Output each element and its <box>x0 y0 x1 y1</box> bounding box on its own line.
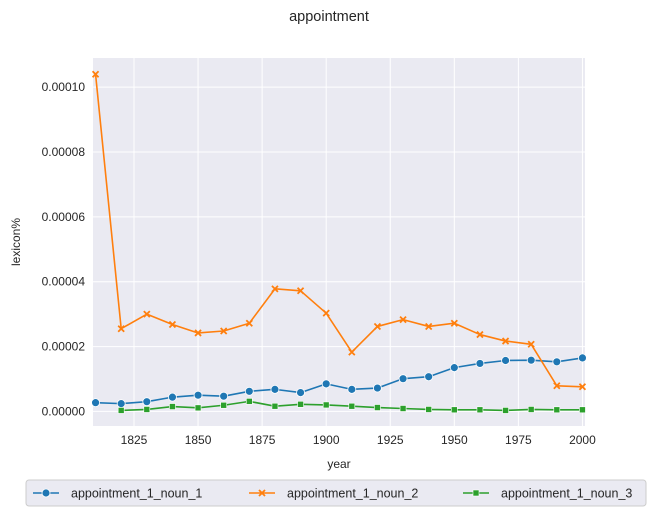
data-point <box>194 329 202 337</box>
y-tick-label: 0.00010 <box>42 80 86 94</box>
y-tick-label: 0.00008 <box>42 145 86 159</box>
legend-label: appointment_1_noun_3 <box>501 487 632 501</box>
legend-frame <box>25 479 647 507</box>
data-point <box>220 327 228 335</box>
series-2 <box>91 70 587 391</box>
data-point <box>373 383 382 393</box>
data-point <box>220 401 227 409</box>
data-point <box>475 359 485 368</box>
data-point <box>296 287 305 295</box>
x-tick-label: 1900 <box>313 433 340 447</box>
data-point <box>270 384 280 394</box>
x-tick-label: 2000 <box>569 433 596 447</box>
x-tick-label: 1975 <box>505 433 532 447</box>
data-point <box>451 406 458 414</box>
data-point <box>322 309 330 317</box>
data-point <box>245 319 253 327</box>
series-1 <box>91 353 587 409</box>
data-point <box>578 353 587 363</box>
data-point <box>271 285 279 293</box>
y-tick-label: 0.00002 <box>42 340 86 354</box>
data-point <box>168 392 177 402</box>
data-point <box>502 407 509 414</box>
data-point <box>347 384 357 394</box>
data-point <box>526 355 536 365</box>
data-point <box>219 391 229 401</box>
data-point <box>321 379 331 389</box>
legend-item-2: appointment_1_noun_2 <box>249 487 418 501</box>
grid-lines <box>93 58 585 426</box>
data-point <box>143 406 151 413</box>
legend-marker <box>41 488 51 498</box>
data-point <box>399 405 407 412</box>
data-point <box>578 383 587 391</box>
y-axis-label: lexicon% <box>9 218 23 266</box>
legend-marker <box>472 489 480 497</box>
data-point <box>143 310 151 318</box>
plot-area <box>93 58 585 426</box>
legend-label: appointment_1_noun_1 <box>71 487 202 501</box>
data-point <box>398 374 408 384</box>
data-point <box>193 390 203 400</box>
series-3 <box>117 398 586 414</box>
legend-label: appointment_1_noun_2 <box>287 487 418 501</box>
y-tick-label: 0.00006 <box>42 210 86 224</box>
data-point <box>244 386 254 396</box>
data-point <box>348 402 356 410</box>
legend-item-1: appointment_1_noun_1 <box>33 487 202 501</box>
data-point <box>501 337 510 345</box>
data-point <box>117 325 125 333</box>
y-tick-labels: 0.00000 0.00002 0.00004 0.00006 0.00008 0.000… <box>42 80 86 418</box>
data-point <box>296 388 305 398</box>
data-point <box>142 397 152 407</box>
data-point <box>399 316 407 324</box>
x-tick-label: 1850 <box>185 433 212 447</box>
x-axis-label: year <box>327 457 350 471</box>
y-tick-label: 0.00004 <box>42 275 86 289</box>
data-point <box>91 70 100 78</box>
series-layer <box>91 70 587 414</box>
data-point <box>117 407 125 414</box>
x-tick-label: 1825 <box>121 433 148 447</box>
data-point <box>450 319 458 327</box>
data-point <box>271 402 279 410</box>
data-point <box>527 406 535 413</box>
data-point <box>348 348 356 356</box>
data-point <box>373 322 382 331</box>
data-point <box>424 372 434 382</box>
data-point <box>194 404 202 412</box>
data-point <box>116 399 126 409</box>
data-point <box>553 382 561 390</box>
data-point <box>449 363 459 373</box>
data-point <box>425 322 433 331</box>
data-point <box>552 357 562 367</box>
x-tick-label: 1875 <box>249 433 276 447</box>
data-point <box>425 406 432 413</box>
data-point <box>169 403 176 410</box>
x-tick-labels: 1825 1850 1875 1900 1925 1950 1975 2000 <box>121 433 596 447</box>
x-tick-label: 1925 <box>377 433 404 447</box>
data-point <box>91 398 100 408</box>
data-point <box>501 356 510 365</box>
x-tick-label: 1950 <box>441 433 468 447</box>
series-line <box>94 74 583 388</box>
chart-title: appointment <box>289 9 369 25</box>
data-point <box>527 340 535 348</box>
data-point <box>374 404 381 411</box>
legend: appointment_1_noun_1 appointment_1_noun_2… <box>25 479 647 507</box>
data-point <box>246 398 253 405</box>
data-point <box>322 401 330 409</box>
data-point <box>476 406 484 414</box>
data-point <box>553 406 561 414</box>
data-point <box>297 400 304 408</box>
data-point <box>168 320 177 329</box>
data-point <box>476 330 484 339</box>
y-tick-label: 0.00000 <box>42 404 86 418</box>
legend-marker <box>258 489 266 497</box>
legend-item-3: appointment_1_noun_3 <box>463 487 632 501</box>
data-point <box>579 406 586 414</box>
